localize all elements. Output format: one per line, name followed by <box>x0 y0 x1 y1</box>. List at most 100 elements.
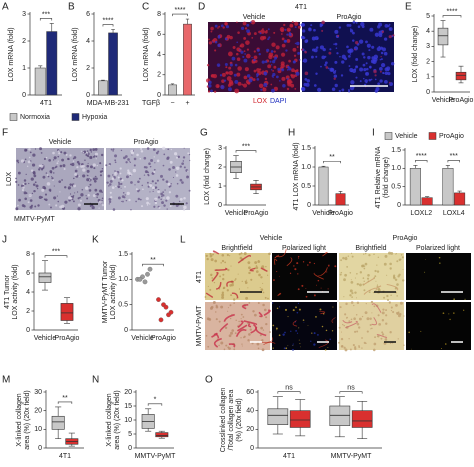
micrograph-texture <box>377 25 381 29</box>
micrograph-texture <box>260 337 274 343</box>
micrograph-texture <box>38 195 42 199</box>
micrograph-texture <box>253 55 258 60</box>
micrograph-texture <box>57 155 60 158</box>
micrograph-texture <box>237 66 242 71</box>
micrograph-texture <box>297 255 300 258</box>
micrograph-texture <box>175 171 177 173</box>
micrograph-texture <box>208 84 212 88</box>
box <box>455 71 467 81</box>
micrograph-texture <box>275 327 278 330</box>
y-tick-label: 0.5 <box>391 184 401 191</box>
micrograph-texture <box>175 166 180 171</box>
micrograph-texture <box>355 297 357 299</box>
y-tick-label: 4 <box>86 38 90 45</box>
micrograph-texture <box>380 51 384 55</box>
micrograph-texture <box>223 79 227 82</box>
micrograph-texture <box>114 161 117 164</box>
micrograph-texture <box>162 194 165 197</box>
micrograph-texture <box>284 28 287 31</box>
micrograph-texture <box>132 168 137 173</box>
micrograph-texture <box>111 186 115 189</box>
micrograph-texture <box>334 60 338 64</box>
micrograph-texture <box>94 188 98 192</box>
micrograph-texture <box>221 293 225 297</box>
micrograph-texture <box>276 270 278 273</box>
micrograph-texture <box>222 26 225 29</box>
micrograph-texture <box>283 347 286 350</box>
micrograph-texture <box>327 67 330 70</box>
micrograph-texture <box>26 165 29 167</box>
micrograph-texture <box>29 199 33 202</box>
micrograph-texture <box>308 261 311 264</box>
micrograph-texture <box>317 275 319 277</box>
micrograph-texture <box>265 29 268 32</box>
micrograph-texture <box>327 347 329 349</box>
micrograph-texture <box>261 265 265 269</box>
micrograph-texture <box>73 156 77 159</box>
micrograph-texture <box>235 52 239 56</box>
micrograph-texture <box>340 259 343 262</box>
micrograph-texture <box>286 257 293 267</box>
micrograph-texture <box>186 170 189 172</box>
micrograph-texture <box>69 183 72 186</box>
micrograph-texture <box>94 152 99 156</box>
micrograph-texture <box>383 72 385 74</box>
micrograph-texture <box>253 58 256 62</box>
micrograph-texture <box>160 192 163 196</box>
micrograph-texture <box>240 50 244 54</box>
micrograph-texture <box>381 319 385 322</box>
micrograph-texture <box>346 316 348 319</box>
micrograph-texture <box>393 276 396 280</box>
micrograph-texture <box>161 195 163 198</box>
micrograph-texture <box>313 84 317 87</box>
micrograph-texture <box>324 61 328 65</box>
micrograph-texture <box>262 36 267 40</box>
micrograph-texture <box>287 316 289 318</box>
micrograph-texture <box>207 285 209 287</box>
micrograph-texture <box>274 258 278 265</box>
micrograph-texture <box>134 184 136 186</box>
micrograph-texture <box>101 199 103 202</box>
micrograph-texture <box>28 156 31 159</box>
micrograph-texture <box>31 192 34 195</box>
micrograph-texture <box>342 323 344 326</box>
micrograph-texture <box>220 85 225 90</box>
micrograph-texture <box>219 275 222 278</box>
y-tick-label: 3 <box>218 145 222 152</box>
y-tick-label: 6 <box>157 31 161 38</box>
micrograph-texture <box>20 159 25 163</box>
micrograph-texture <box>247 339 250 342</box>
row-label: LOX <box>6 172 13 186</box>
micrograph-texture <box>334 83 338 88</box>
micrograph-texture <box>298 59 301 61</box>
micrograph-texture <box>358 283 362 287</box>
micrograph-texture <box>152 180 154 182</box>
micrograph-texture <box>340 271 343 274</box>
micrograph-texture <box>80 150 83 152</box>
y-tick-label: 3 <box>426 43 430 50</box>
micrograph-texture <box>145 170 148 174</box>
y-tick-label: 2 <box>22 38 26 45</box>
micrograph-texture <box>128 160 131 162</box>
micrograph-texture <box>338 341 341 344</box>
micrograph-texture <box>379 66 383 71</box>
micrograph-texture <box>367 273 370 277</box>
micrograph-texture <box>399 258 402 261</box>
micrograph-texture <box>145 197 149 201</box>
y-axis-label: LOX activity (fold) <box>12 264 19 319</box>
micrograph-texture <box>288 67 292 71</box>
micrograph-texture <box>384 79 388 84</box>
micrograph-texture <box>141 205 144 208</box>
micrograph-texture <box>226 76 232 81</box>
legend-label: ProAgio <box>439 133 464 140</box>
micrograph-texture <box>384 71 389 75</box>
micrograph-texture <box>56 162 59 165</box>
micrograph-texture <box>332 306 334 308</box>
micrograph-texture <box>128 198 131 202</box>
y-tick-label: 30 <box>34 389 42 396</box>
panel-letter: H <box>288 128 295 139</box>
micrograph-texture <box>29 151 32 154</box>
column-label: Vehicle <box>49 139 72 146</box>
micrograph-texture <box>38 164 41 167</box>
micrograph-texture <box>250 278 253 281</box>
